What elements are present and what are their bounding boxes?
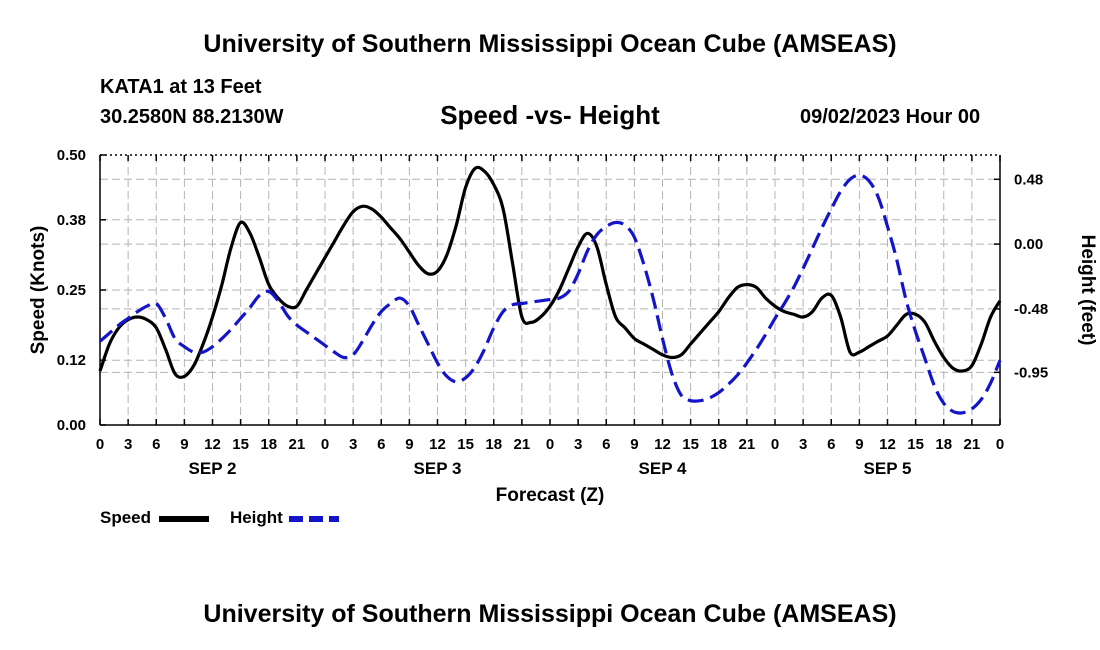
x-tick-label: 12 [204, 436, 221, 453]
y-axis-title-right: Height (feet) [1077, 235, 1098, 346]
x-tick-label: 15 [907, 436, 924, 453]
y-tick-label-right: 0.48 [1014, 171, 1043, 188]
y-tick-label-right: 0.00 [1014, 236, 1043, 253]
x-tick-label: 18 [935, 436, 952, 453]
x-tick-label: 0 [96, 436, 104, 453]
x-tick-label: 6 [602, 436, 610, 453]
height-series-line [98, 173, 1002, 415]
x-tick-label: 15 [457, 436, 474, 453]
x-axis-title: Forecast (Z) [496, 485, 605, 506]
station-coordinates: 30.2580N 88.2130W [100, 106, 284, 128]
x-tick-label: 3 [799, 436, 807, 453]
legend-height-label: Height [229, 508, 283, 527]
day-label: SEP 4 [639, 459, 687, 478]
y-tick-label-left: 0.00 [57, 417, 86, 434]
legend-speed-label: Speed [100, 508, 152, 527]
y-tick-label-right: -0.95 [1014, 364, 1048, 381]
axis-labels: 0 3 6 9 12 15 18 21 0 3 6 9 12 15 18 21 0 3 6 9 12 15 18 21 0 3 6 9… [28, 147, 1098, 506]
x-tick-label: 9 [855, 436, 863, 453]
day-label: SEP 5 [864, 459, 912, 478]
x-tick-label: 9 [180, 436, 188, 453]
legend-speed-swatch [159, 515, 210, 522]
series [98, 165, 1002, 415]
x-tick-label: 21 [289, 436, 306, 453]
x-tick-label: 12 [429, 436, 446, 453]
forecast-date: 09/02/2023 Hour 00 [800, 106, 981, 128]
day-label: SEP 2 [189, 459, 237, 478]
chart-title-top: University of Southern Mississippi Ocean… [203, 30, 897, 58]
x-tick-label: 18 [485, 436, 502, 453]
x-tick-label: 0 [321, 436, 329, 453]
chart-title-bottom: University of Southern Mississippi Ocean… [203, 600, 897, 628]
x-tick-label: 0 [996, 436, 1004, 453]
x-tick-label: 3 [574, 436, 582, 453]
x-tick-label: 6 [377, 436, 385, 453]
x-tick-label: 0 [771, 436, 779, 453]
axes [99, 154, 1001, 426]
x-tick-label: 21 [964, 436, 981, 453]
x-tick-label: 12 [654, 436, 671, 453]
x-tick-label: 12 [879, 436, 896, 453]
y-tick-label-right: -0.48 [1014, 301, 1048, 318]
x-tick-label: 21 [514, 436, 531, 453]
y-tick-label-left: 0.25 [57, 282, 86, 299]
x-tick-label: 9 [405, 436, 413, 453]
x-tick-label: 18 [710, 436, 727, 453]
station-name: KATA1 at 13 Feet [100, 76, 262, 98]
x-tick-label: 21 [739, 436, 756, 453]
x-tick-label: 3 [349, 436, 357, 453]
legend: Speed Height [100, 508, 341, 528]
chart-subtitle: Speed -vs- Height [440, 100, 660, 130]
x-tick-label: 18 [260, 436, 277, 453]
grid [100, 155, 1000, 425]
speed-series-line [98, 165, 1002, 379]
x-tick-label: 0 [546, 436, 554, 453]
legend-height-swatch [289, 515, 340, 522]
x-tick-label: 3 [124, 436, 132, 453]
x-tick-label: 6 [827, 436, 835, 453]
day-label: SEP 3 [414, 459, 462, 478]
y-axis-title-left: Speed (Knots) [28, 226, 49, 355]
x-tick-label: 15 [682, 436, 699, 453]
x-tick-label: 6 [152, 436, 160, 453]
x-tick-label: 15 [232, 436, 249, 453]
y-tick-label-left: 0.12 [57, 352, 86, 369]
y-tick-label-left: 0.50 [57, 147, 86, 164]
x-tick-label: 9 [630, 436, 638, 453]
y-tick-label-left: 0.38 [57, 212, 86, 229]
